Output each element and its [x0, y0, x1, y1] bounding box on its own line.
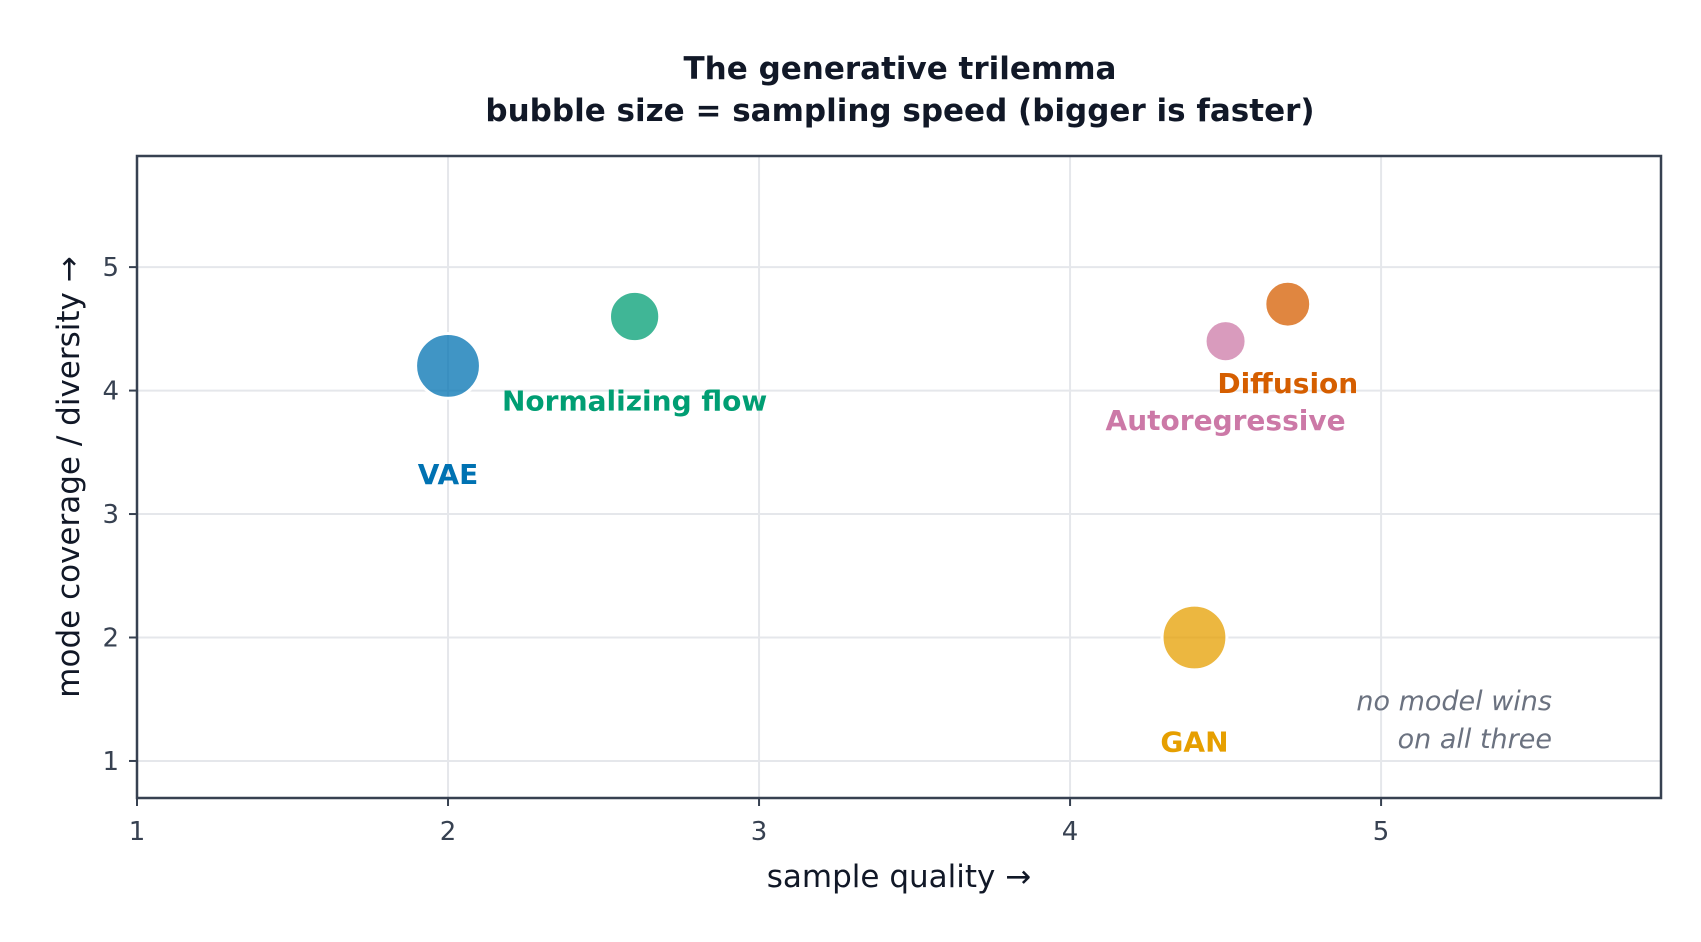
x-axis-ticks: 1 2 3 4 5	[129, 798, 1390, 847]
y-tick-label: 1	[102, 747, 119, 777]
x-tick-label: 5	[1373, 817, 1390, 847]
y-tick-label: 3	[102, 500, 119, 530]
y-axis-label: mode coverage / diversity →	[51, 256, 87, 697]
grid-lines	[137, 156, 1661, 798]
x-tick-label: 3	[751, 817, 768, 847]
x-tick-label: 4	[1062, 817, 1079, 847]
bubble-gan	[1160, 603, 1229, 672]
x-tick-label: 2	[440, 817, 457, 847]
annotation-line-2: on all three	[1398, 724, 1552, 755]
chart-subtitle: bubble size = sampling speed (bigger is …	[485, 93, 1314, 129]
bubble-normalizing-flow	[608, 289, 662, 344]
bubble-vae	[414, 331, 482, 400]
bubble-labels: VAE Normalizing flow Autoregressive Diffusi…	[418, 367, 1358, 758]
label-normalizing-flow: Normalizing flow	[502, 385, 767, 418]
label-diffusion: Diffusion	[1217, 367, 1358, 400]
y-axis-ticks: 1 2 3 4 5	[102, 253, 137, 777]
label-gan: GAN	[1160, 726, 1228, 759]
y-tick-label: 2	[102, 624, 119, 654]
bubbles	[414, 279, 1313, 672]
plot-frame	[135, 154, 1663, 800]
bubble-autoregressive	[1203, 319, 1248, 364]
label-autoregressive: Autoregressive	[1106, 404, 1346, 437]
bubble-diffusion	[1263, 279, 1313, 329]
x-tick-label: 1	[129, 817, 146, 847]
y-tick-label: 4	[102, 377, 119, 407]
annotation-line-1: no model wins	[1356, 686, 1552, 717]
y-tick-label: 5	[102, 253, 119, 283]
chart-title: The generative trilemma	[684, 51, 1117, 87]
x-axis-label: sample quality →	[767, 859, 1031, 895]
label-vae: VAE	[418, 458, 479, 491]
